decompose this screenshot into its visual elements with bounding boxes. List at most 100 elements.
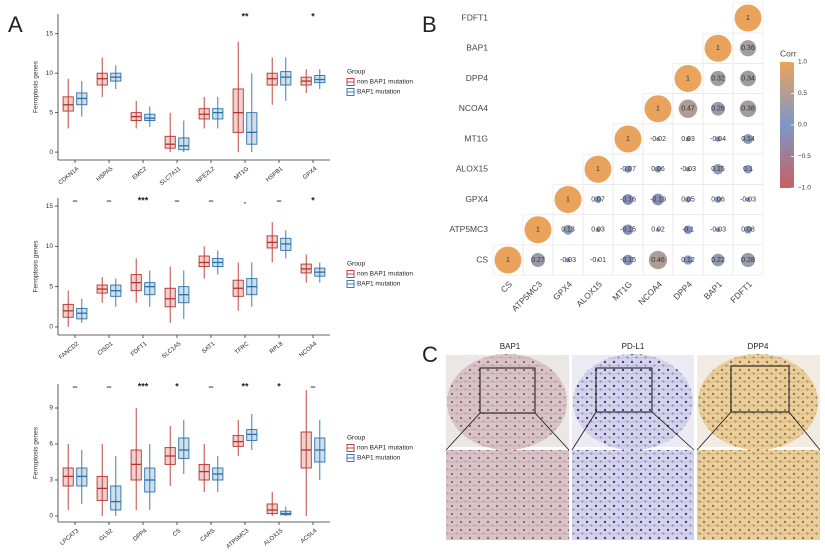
x-tick-label: CS: [172, 528, 182, 538]
row-label: BAP1: [466, 43, 488, 53]
tissue-core: [447, 354, 567, 450]
corr-circle: [656, 137, 660, 141]
corr-circle: [745, 197, 751, 202]
significance: ***: [138, 195, 149, 205]
corr-circle: [740, 70, 756, 87]
corr-value: 0.34: [741, 75, 755, 82]
legend-title: Group: [347, 69, 365, 76]
zoom-lines: [445, 411, 821, 451]
y-tick-label: 0: [49, 513, 53, 520]
corr-value: -0.04: [710, 136, 726, 143]
box: [246, 112, 258, 145]
corr-value: -0.03: [680, 166, 696, 173]
zoom-box: [479, 367, 536, 414]
tissue-core: [698, 354, 818, 450]
corr-circle: [715, 136, 721, 142]
corr-value: 0.15: [711, 166, 725, 173]
corr-circle: [685, 136, 691, 142]
corr-circle: [683, 225, 693, 235]
x-tick-label: SLC7A11: [159, 166, 183, 187]
colorbar-tick-label: 1.0: [798, 59, 807, 66]
corr-value: -0.03: [710, 227, 726, 234]
col-label: BAP1: [702, 279, 725, 302]
zoom-box: [730, 365, 790, 413]
image-title: DPP4: [748, 342, 769, 351]
corr-circle: [685, 166, 691, 172]
ihc-zoom: [572, 450, 694, 540]
corr-value: 0.38: [741, 106, 755, 113]
corr-value: -0.1: [682, 227, 694, 234]
significance: –: [72, 195, 77, 205]
corr-value: 0.46: [651, 257, 665, 264]
corr-value: 0.12: [681, 257, 695, 264]
row-label: ALOX15: [456, 164, 488, 174]
x-tick-label: SAT1: [201, 341, 217, 355]
y-tick-label: 5: [49, 109, 53, 116]
legend-label: non BAP1 mutation: [357, 271, 413, 278]
corr-circle: [624, 165, 632, 173]
corr-value: 1: [536, 227, 540, 234]
corr-circle: [654, 165, 662, 173]
corr-circle: [652, 193, 664, 206]
corr-value: 1: [746, 15, 750, 22]
y-axis-label: Ferroptosis genes: [33, 60, 40, 113]
corr-value: 0.07: [591, 196, 605, 203]
corr-value: 1: [716, 45, 720, 52]
box: [198, 255, 210, 267]
corr-value: 0.03: [591, 227, 605, 234]
x-tick-label: CDKN1A: [58, 166, 81, 186]
x-tick-label: HSPA5: [96, 166, 115, 183]
ihc-zoom: [446, 450, 569, 540]
corr-value: 0.47: [681, 106, 695, 113]
significance: –: [72, 381, 77, 391]
corr-value: -0.03: [740, 196, 756, 203]
x-tick-label: EMC2: [132, 166, 149, 182]
box: [232, 88, 244, 133]
zoom-box: [595, 367, 653, 413]
corr-circle: [711, 253, 725, 267]
image-title: BAP1: [500, 342, 521, 351]
corr-value: -0.07: [620, 166, 636, 173]
ihc-zoom: [697, 450, 820, 540]
y-tick-label: 6: [49, 441, 53, 448]
corr-value: 0.05: [681, 196, 695, 203]
y-tick-label: 3: [49, 477, 53, 484]
row-label: GPX4: [465, 194, 488, 204]
corr-value: 0.28: [741, 257, 755, 264]
corr-circle: [524, 216, 552, 244]
y-tick-label: 15: [46, 203, 54, 210]
x-tick-label: TFRC: [234, 341, 251, 356]
corr-value: 0.08: [741, 227, 755, 234]
x-tick-label: NCOA4: [299, 341, 319, 359]
x-tick-label: ACSL4: [300, 528, 319, 545]
colorbar-tick-label: 0.0: [798, 122, 807, 129]
corr-value: 0.06: [711, 196, 725, 203]
corr-value: 0.27: [531, 257, 545, 264]
corr-circle: [530, 252, 546, 268]
colorbar-tick-label: −1.0: [798, 185, 811, 192]
colorbar: [780, 62, 794, 188]
legend-label: BAP1 mutation: [357, 89, 401, 96]
col-label: MT1G: [610, 279, 634, 303]
corr-circle: [715, 227, 721, 233]
significance: –: [276, 195, 281, 205]
corr-circle: [683, 255, 693, 265]
corr-value: -0.19: [650, 196, 666, 203]
row-label: CS: [476, 254, 488, 264]
col-label: NCOA4: [636, 279, 664, 307]
legend-label: BAP1 mutation: [357, 281, 401, 288]
box: [62, 96, 74, 112]
row-label: ATP5MC3: [449, 224, 488, 234]
colorbar-tick-label: 0.5: [798, 90, 807, 97]
box: [164, 135, 176, 149]
box: [110, 485, 122, 511]
y-axis-label: Ferroptosis genes: [33, 240, 40, 293]
legend-label: BAP1 mutation: [357, 455, 401, 462]
legend-label: non BAP1 mutation: [357, 445, 413, 452]
corr-value: 1: [596, 166, 600, 173]
corr-circle: [712, 164, 724, 175]
corr-value: 0.14: [741, 136, 755, 143]
image-title: PD-L1: [622, 342, 645, 351]
x-tick-label: FANCD2: [58, 341, 80, 361]
corr-circle: [622, 194, 634, 205]
